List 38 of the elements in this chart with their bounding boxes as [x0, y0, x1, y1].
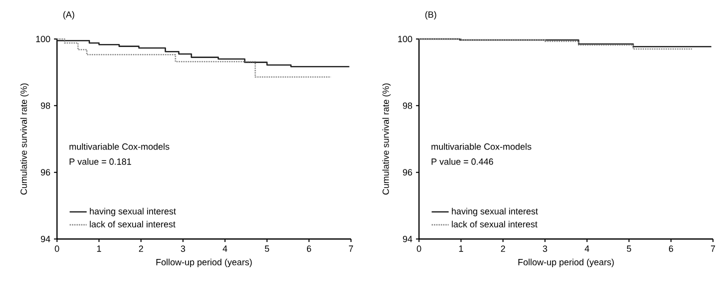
y-tick-label: 94 — [40, 236, 50, 242]
x-tick-label: 4 — [584, 246, 590, 252]
x-tick-label: 0 — [54, 246, 60, 252]
x-tick-label: 6 — [306, 246, 312, 252]
legend-label: having sexual interest — [90, 208, 176, 216]
y-axis-title: Cumulative survival rate (%) — [382, 84, 391, 195]
annotation: multivariable Cox-models — [70, 143, 170, 150]
y-tick-label: 94 — [402, 236, 412, 242]
y-tick-label: 96 — [40, 169, 50, 176]
x-axis-title: Follow-up period (years) — [156, 258, 252, 268]
chart-title: (A) — [63, 11, 74, 20]
x-tick-label: 1 — [97, 246, 102, 252]
x-tick-label: 1 — [459, 246, 464, 252]
x-tick-label: 7 — [348, 246, 354, 252]
legend-label: lack of sexual interest — [90, 220, 176, 228]
x-tick-label: 4 — [222, 246, 228, 252]
y-tick-label: 100 — [398, 36, 412, 42]
annotation: multivariable Cox-models — [432, 143, 532, 150]
chart-title: (B) — [425, 11, 436, 20]
x-tick-label: 3 — [542, 246, 548, 252]
x-tick-label: 3 — [180, 246, 186, 252]
annotation: P value = 0.446 — [432, 158, 494, 165]
legend-label: lack of sexual interest — [452, 220, 538, 228]
x-tick-label: 5 — [626, 246, 632, 252]
annotation: P value = 0.181 — [70, 158, 132, 165]
x-axis-title: Follow-up period (years) — [518, 258, 614, 268]
y-tick-label: 98 — [402, 102, 412, 109]
x-tick-label: 2 — [500, 246, 506, 252]
x-tick-label: 6 — [668, 246, 674, 252]
x-tick-label: 7 — [710, 246, 716, 252]
x-tick-label: 0 — [416, 246, 422, 252]
x-tick-label: 5 — [264, 246, 270, 252]
x-tick-label: 2 — [138, 246, 144, 252]
y-tick-label: 98 — [40, 102, 50, 109]
y-tick-label: 96 — [402, 169, 412, 176]
y-axis-title: Cumulative survival rate (%) — [20, 84, 29, 195]
legend-label: having sexual interest — [452, 208, 538, 216]
y-tick-label: 100 — [36, 36, 50, 42]
